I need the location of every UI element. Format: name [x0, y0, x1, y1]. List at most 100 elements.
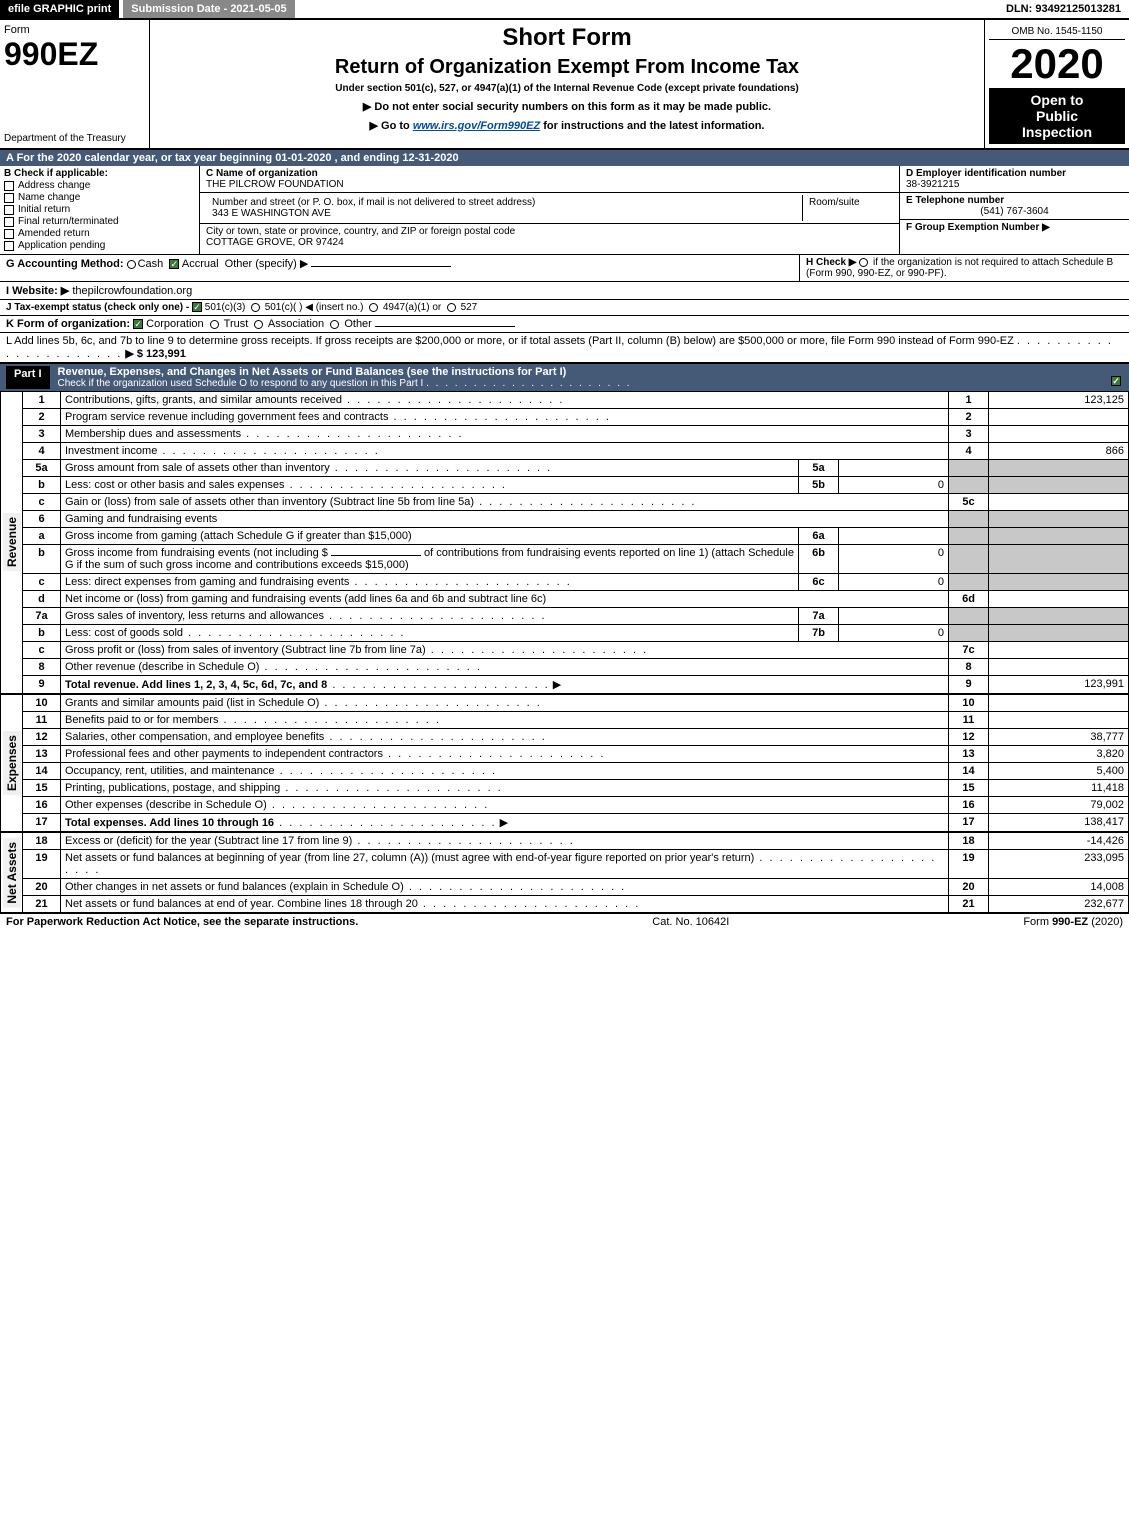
street-value: 343 E WASHINGTON AVE: [212, 208, 796, 219]
cb-trust[interactable]: [210, 320, 219, 329]
revenue-side-label: Revenue: [3, 513, 21, 571]
expenses-side-label: Expenses: [3, 731, 21, 795]
line-20-desc: Other changes in net assets or fund bala…: [65, 881, 404, 893]
tax-period-bar: A For the 2020 calendar year, or tax yea…: [0, 150, 1129, 166]
omb-number: OMB No. 1545-1150: [989, 24, 1125, 40]
main-title: Return of Organization Exempt From Incom…: [158, 56, 976, 79]
city-label: City or town, state or province, country…: [206, 226, 893, 237]
revenue-table: 1Contributions, gifts, grants, and simil…: [22, 391, 1129, 694]
label-corporation: Corporation: [146, 318, 203, 330]
line-6b-value: 0: [839, 545, 949, 574]
label-other-org: Other: [344, 318, 372, 330]
line-15-value: 11,418: [989, 780, 1129, 797]
cb-schedule-b[interactable]: [859, 258, 868, 267]
dln-label: DLN: 93492125013281: [998, 0, 1129, 18]
website-label: I Website: ▶: [6, 285, 69, 297]
info-grid: B Check if applicable: Address change Na…: [0, 166, 1129, 255]
box-c: C Name of organization THE PILCROW FOUND…: [200, 166, 899, 254]
line-17-value: 138,417: [989, 814, 1129, 832]
cb-application-pending[interactable]: [4, 241, 14, 251]
label-501c: 501(c)( ) ◀ (insert no.): [265, 302, 364, 313]
cb-501c3[interactable]: ✓: [192, 302, 202, 312]
tax-exempt-label: J Tax-exempt status (check only one) -: [6, 302, 189, 313]
line-7a-desc: Gross sales of inventory, less returns a…: [65, 610, 324, 622]
line-6a-desc: Gross income from gaming (attach Schedul…: [65, 530, 412, 542]
open-line-3: Inspection: [993, 124, 1121, 140]
label-address-change: Address change: [18, 180, 90, 191]
cb-other-org[interactable]: [330, 320, 339, 329]
other-method-input[interactable]: [311, 266, 451, 267]
footer-cat-no: Cat. No. 10642I: [652, 916, 729, 928]
line-10-value: [989, 695, 1129, 712]
cb-association[interactable]: [254, 320, 263, 329]
part-i-check-text: Check if the organization used Schedule …: [58, 378, 424, 389]
label-other-method: Other (specify) ▶: [225, 258, 309, 270]
radio-accrual[interactable]: ✓: [169, 259, 179, 269]
gross-receipts-text: L Add lines 5b, 6c, and 7b to line 9 to …: [6, 335, 1014, 347]
box-b: B Check if applicable: Address change Na…: [0, 166, 200, 254]
cb-schedule-o-part-i[interactable]: ✓: [1111, 376, 1121, 386]
line-5b-value: 0: [839, 477, 949, 494]
cb-final-return[interactable]: [4, 217, 14, 227]
goto-pre: ▶ Go to: [370, 120, 413, 132]
line-4-desc: Investment income: [65, 445, 157, 457]
net-assets-side-label: Net Assets: [3, 838, 21, 908]
line-5c-value: [989, 494, 1129, 511]
street-label: Number and street (or P. O. box, if mail…: [212, 197, 796, 208]
cb-527[interactable]: [447, 303, 456, 312]
cb-amended-return[interactable]: [4, 229, 14, 239]
form-word: Form: [4, 24, 145, 36]
expenses-section: Expenses 10Grants and similar amounts pa…: [0, 694, 1129, 832]
line-6c-value: 0: [839, 574, 949, 591]
label-527: 527: [461, 302, 478, 313]
net-assets-table: 18Excess or (deficit) for the year (Subt…: [22, 832, 1129, 913]
goto-row: ▶ Go to www.irs.gov/Form990EZ for instru…: [158, 119, 976, 132]
label-accrual: Accrual: [182, 258, 219, 270]
cb-address-change[interactable]: [4, 181, 14, 191]
line-4-value: 866: [989, 443, 1129, 460]
cb-corporation[interactable]: ✓: [133, 319, 143, 329]
dept-label: Department of the Treasury: [4, 133, 145, 144]
form-number: 990EZ: [4, 36, 145, 73]
radio-cash[interactable]: [127, 260, 136, 269]
footer-right: Form 990-EZ (2020): [1023, 916, 1123, 928]
gross-receipts-amount: ▶ $ 123,991: [125, 348, 185, 360]
line-11-value: [989, 712, 1129, 729]
website-value: thepilcrowfoundation.org: [72, 285, 192, 297]
line-14-desc: Occupancy, rent, utilities, and maintena…: [65, 765, 275, 777]
revenue-section: Revenue 1Contributions, gifts, grants, a…: [0, 391, 1129, 694]
cb-501c[interactable]: [251, 303, 260, 312]
irs-link[interactable]: www.irs.gov/Form990EZ: [413, 120, 540, 132]
label-name-change: Name change: [18, 192, 80, 203]
label-application-pending: Application pending: [18, 240, 105, 251]
h-check-label: H Check ▶: [806, 257, 856, 268]
label-trust: Trust: [224, 318, 249, 330]
cb-name-change[interactable]: [4, 193, 14, 203]
box-b-title: B Check if applicable:: [4, 168, 195, 179]
line-14-value: 5,400: [989, 763, 1129, 780]
part-i-label: Part I: [6, 366, 50, 389]
cb-4947[interactable]: [369, 303, 378, 312]
group-exemption-label: F Group Exemption Number ▶: [906, 222, 1123, 233]
line-6b-input[interactable]: [331, 555, 421, 556]
row-l: L Add lines 5b, 6c, and 7b to line 9 to …: [0, 333, 1129, 364]
line-5c-desc: Gain or (loss) from sale of assets other…: [65, 496, 474, 508]
cb-initial-return[interactable]: [4, 205, 14, 215]
line-9-value: 123,991: [989, 676, 1129, 694]
line-10-desc: Grants and similar amounts paid (list in…: [65, 697, 319, 709]
h-text-3: (Form 990, 990-EZ, or 990-PF).: [806, 268, 947, 279]
room-suite-label: Room/suite: [803, 195, 893, 221]
subtitle: Under section 501(c), 527, or 4947(a)(1)…: [158, 83, 976, 94]
line-5a-value: [839, 460, 949, 477]
efile-print-tab[interactable]: efile GRAPHIC print: [0, 0, 119, 18]
phone-label: E Telephone number: [906, 195, 1123, 206]
line-19-desc: Net assets or fund balances at beginning…: [65, 852, 754, 864]
other-org-input[interactable]: [375, 326, 515, 327]
footer-form-pre: Form: [1023, 916, 1052, 928]
line-12-value: 38,777: [989, 729, 1129, 746]
line-7a-value: [839, 608, 949, 625]
line-7b-desc: Less: cost of goods sold: [65, 627, 183, 639]
short-form-title: Short Form: [158, 24, 976, 52]
line-2-value: [989, 409, 1129, 426]
h-text-2: if the organization is not required to a…: [873, 257, 1113, 268]
